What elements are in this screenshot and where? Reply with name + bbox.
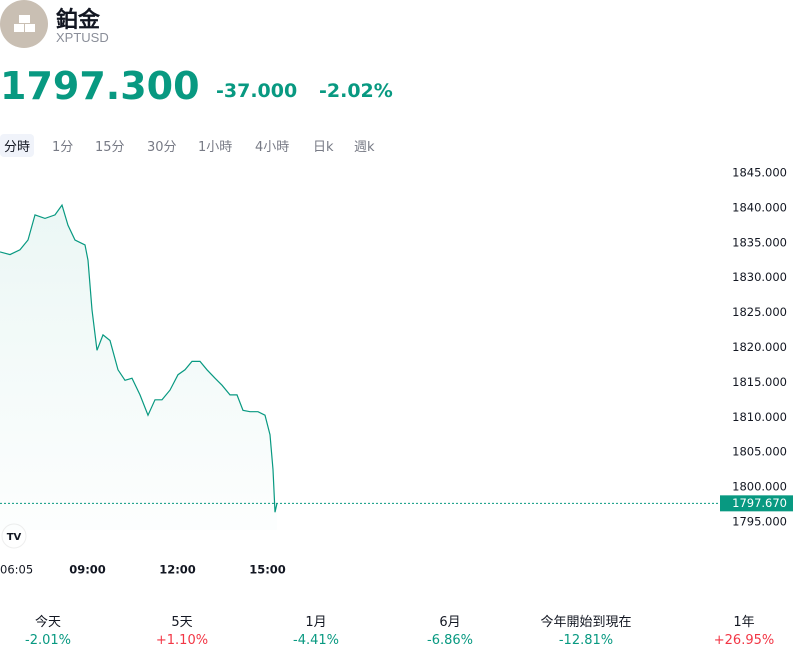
performance-value: +1.10% — [155, 633, 209, 648]
tab[interactable]: 4小時 — [255, 140, 290, 155]
x-tick-label: 12:00 — [159, 563, 196, 577]
y-tick-label: 1825.000 — [732, 305, 787, 319]
chart: TV 1845.000 1840.000 1835.000 1830.000 1825.… — [0, 165, 793, 577]
icon-graphic — [14, 15, 35, 32]
y-tick-label: 1845.000 — [732, 165, 787, 179]
performance-label: 1月 — [305, 615, 327, 630]
y-tick-label: 1820.000 — [732, 340, 787, 354]
performance-value: -2.01% — [25, 633, 71, 648]
y-tick-label: 1830.000 — [732, 270, 787, 284]
area — [0, 205, 277, 530]
y-tick-label: 1800.000 — [732, 480, 787, 494]
last-price-label: 1797.670 — [732, 496, 787, 510]
performance-label: 5天 — [171, 615, 193, 630]
performance-label: 今年開始到現在 — [540, 615, 632, 630]
performance-value: -4.41% — [293, 633, 339, 648]
performance-item: 6月 -6.86% — [370, 611, 530, 648]
performance-item: 今天 -2.01% — [0, 611, 128, 648]
change-percent: -2.02% — [319, 80, 393, 102]
y-tick-label: 1835.000 — [732, 235, 787, 249]
performance-item: 5天 +1.10% — [102, 611, 262, 648]
performance-label: 1年 — [733, 615, 755, 630]
tab[interactable]: 1分 — [52, 140, 74, 155]
symbol-icon — [0, 0, 48, 48]
performance-value: -12.81% — [558, 633, 614, 648]
tab[interactable]: 30分 — [147, 140, 177, 155]
last-price-box — [720, 495, 793, 512]
price: 1797.300 — [0, 64, 200, 108]
x-tick-label: 15:00 — [249, 563, 286, 577]
tab[interactable]: 1小時 — [198, 140, 233, 155]
performance-label: 6月 — [439, 615, 461, 630]
tab[interactable]: 15分 — [95, 140, 125, 155]
tab[interactable]: 分時 — [0, 134, 35, 157]
y-tick-label: 1815.000 — [732, 375, 787, 389]
y-tick-label: 1810.000 — [732, 410, 787, 424]
y-tick-label: 1840.000 — [732, 200, 787, 214]
svg-text:TV: TV — [7, 532, 22, 543]
y-tick-label: 1795.000 — [732, 514, 787, 528]
performance-item: 1月 -4.41% — [236, 611, 396, 648]
title: 鉑金 — [56, 8, 101, 33]
x-tick-label: 09:00 — [69, 563, 106, 577]
performance-item: 1年 +26.95% — [664, 611, 800, 648]
tab[interactable]: 日k — [313, 140, 334, 155]
x-tick-label: 06:05 — [0, 563, 33, 577]
performance-label: 今天 — [34, 615, 61, 630]
symbol: XPTUSD — [56, 30, 109, 45]
performance-item: 今年開始到現在 -12.81% — [506, 611, 666, 648]
tab[interactable]: 週k — [354, 140, 375, 155]
y-tick-label: 1805.000 — [732, 445, 787, 459]
performance-value: +26.95% — [713, 633, 775, 648]
price-line — [0, 203, 278, 513]
performance-value: -6.86% — [427, 633, 473, 648]
change: -37.000 — [216, 80, 298, 102]
